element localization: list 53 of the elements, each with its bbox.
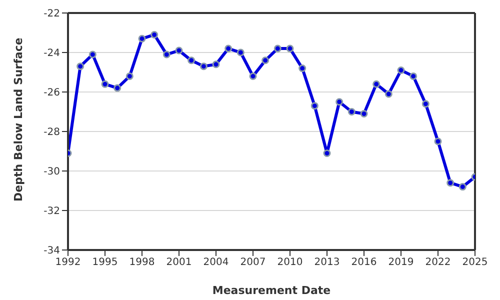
point — [88, 50, 96, 58]
point — [101, 80, 109, 88]
point — [286, 44, 294, 52]
x-tick-label: 2025 — [462, 257, 488, 268]
point — [310, 102, 318, 110]
point — [323, 149, 331, 157]
point — [458, 183, 466, 191]
point — [224, 44, 232, 52]
point — [212, 60, 220, 68]
point — [372, 80, 380, 88]
point — [422, 100, 430, 108]
point — [298, 64, 306, 72]
point — [446, 179, 454, 187]
x-tick-label: 1995 — [92, 257, 118, 268]
x-tick-label: 2019 — [388, 257, 414, 268]
point — [274, 44, 282, 52]
x-axis-title: Measurement Date — [212, 284, 331, 297]
x-tick-label: 2016 — [351, 257, 377, 268]
point — [336, 98, 344, 106]
x-tick-label: 2013 — [314, 257, 340, 268]
y-tick-label: -28 — [44, 127, 60, 138]
x-tick-label: 2007 — [240, 257, 266, 268]
y-axis-title: Depth Below Land Surface — [12, 38, 25, 202]
point — [114, 84, 122, 92]
point — [434, 138, 442, 146]
x-tick-label: 1992 — [55, 257, 81, 268]
x-tick-label: 2001 — [166, 257, 192, 268]
point — [200, 62, 208, 70]
y-tick-label: -34 — [44, 246, 60, 257]
x-tick-label: 2010 — [277, 257, 303, 268]
point — [76, 62, 84, 70]
point — [236, 48, 244, 56]
point — [126, 72, 134, 80]
x-tick-label: 2004 — [203, 257, 229, 268]
x-tick-label: 1998 — [129, 257, 155, 268]
point — [348, 108, 356, 116]
point — [360, 110, 368, 118]
x-tick-label: 2022 — [425, 257, 451, 268]
point — [397, 66, 405, 74]
point — [410, 72, 418, 80]
point — [188, 56, 196, 64]
point — [262, 56, 270, 64]
y-tick-label: -30 — [44, 166, 60, 178]
point — [384, 90, 392, 98]
y-tick-label: -26 — [44, 88, 60, 99]
y-tick-label: -22 — [44, 8, 60, 20]
y-tick-label: -24 — [44, 48, 60, 60]
point — [175, 46, 183, 54]
point — [138, 34, 146, 42]
point — [162, 50, 170, 58]
y-tick-label: -32 — [44, 206, 60, 218]
point — [150, 30, 158, 38]
point — [249, 72, 257, 80]
